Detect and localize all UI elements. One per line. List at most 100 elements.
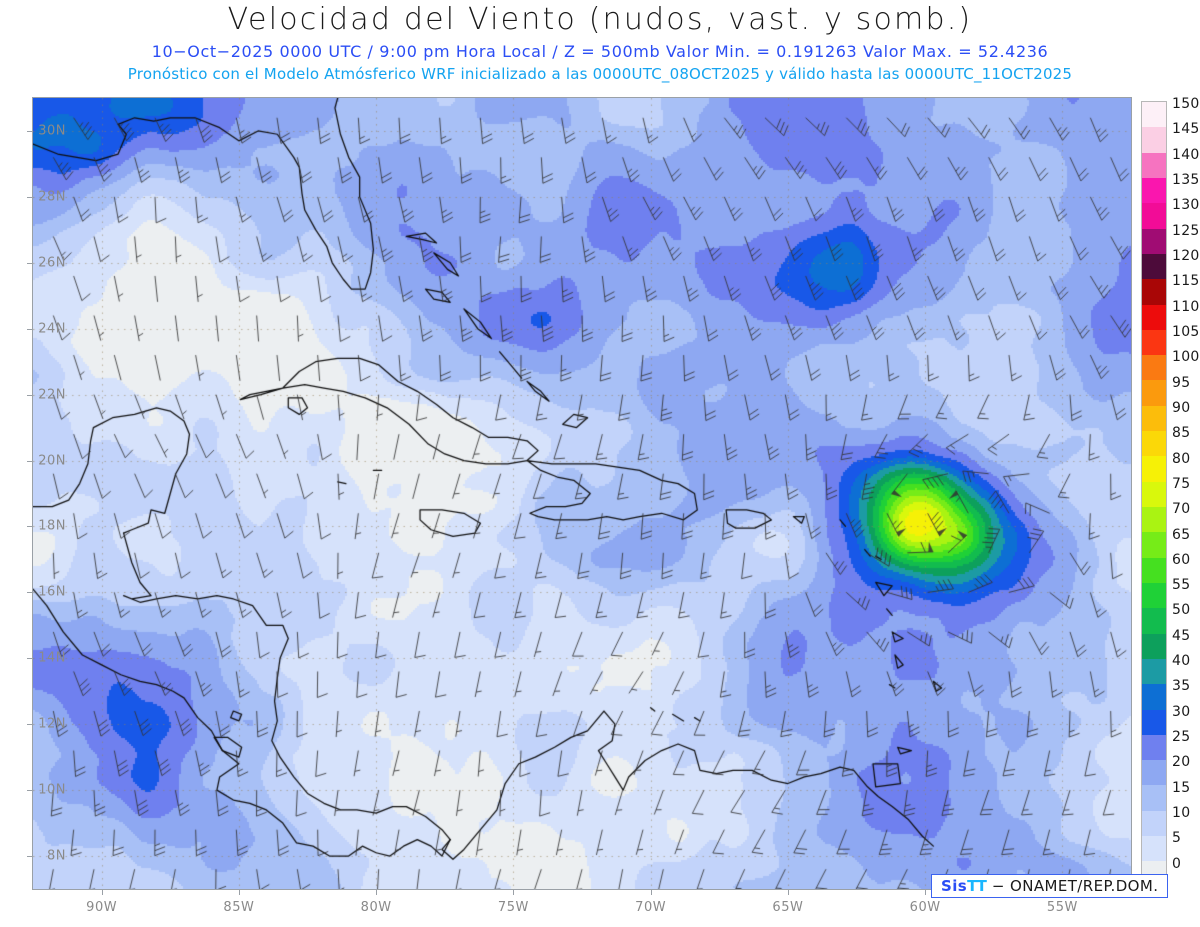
colorbar-segment bbox=[1142, 734, 1166, 761]
colorbar-tick-label: 25 bbox=[1172, 729, 1191, 746]
colorbar-tick-label: 20 bbox=[1172, 754, 1191, 771]
colorbar-tick-label: 75 bbox=[1172, 475, 1191, 492]
colorbar-segment bbox=[1142, 329, 1166, 356]
colorbar-tick-label: 125 bbox=[1172, 222, 1200, 239]
badge-tt-logo: TT bbox=[967, 877, 987, 895]
colorbar-segment bbox=[1142, 481, 1166, 507]
colorbar-tick-label: 110 bbox=[1172, 298, 1200, 315]
latitude-tick-mark bbox=[27, 328, 32, 330]
latitude-tick-mark bbox=[27, 856, 32, 858]
colorbar-segment bbox=[1142, 760, 1166, 786]
colorbar-tick-label: 45 bbox=[1172, 627, 1191, 644]
chart-header: Velocidad del Viento (nudos, vast. y som… bbox=[0, 0, 1200, 92]
chart-subtitle-1: 10−Oct−2025 0000 UTC / 9:00 pm Hora Loca… bbox=[151, 42, 1049, 61]
longitude-tick-mark bbox=[238, 890, 240, 895]
weather-map-plot[interactable] bbox=[32, 97, 1132, 890]
latitude-tick-label: 18N bbox=[38, 518, 66, 534]
colorbar-tick-label: 85 bbox=[1172, 425, 1191, 442]
colorbar-segment bbox=[1142, 355, 1166, 381]
chart-subtitle-2: Pronóstico con el Modelo Atmósferico WRF… bbox=[127, 65, 1073, 83]
colorbar-tick-label: 115 bbox=[1172, 273, 1200, 290]
longitude-tick-mark bbox=[650, 890, 652, 895]
longitude-tick-label: 75W bbox=[497, 900, 529, 915]
latitude-tick-label: 26N bbox=[38, 255, 66, 271]
colorbar-segment bbox=[1142, 177, 1166, 204]
colorbar-tick-label: 40 bbox=[1172, 653, 1191, 670]
longitude-tick-mark bbox=[925, 890, 927, 895]
colorbar-segment bbox=[1142, 633, 1166, 659]
colorbar-segment bbox=[1142, 253, 1166, 280]
colorbar-segment bbox=[1142, 658, 1166, 685]
colorbar-segment bbox=[1142, 532, 1166, 558]
longitude-tick-mark bbox=[376, 890, 378, 895]
colorbar-segment bbox=[1142, 684, 1166, 710]
colorbar-tick-label: 140 bbox=[1172, 146, 1200, 163]
latitude-tick-label: 22N bbox=[38, 387, 66, 403]
colorbar-segment bbox=[1142, 127, 1166, 153]
colorbar-segment bbox=[1142, 431, 1166, 457]
longitude-tick-label: 90W bbox=[86, 900, 118, 915]
latitude-tick-label: 12N bbox=[38, 716, 66, 732]
colorbar-segment bbox=[1142, 304, 1166, 330]
longitude-tick-label: 60W bbox=[909, 900, 941, 915]
latitude-tick-mark bbox=[27, 526, 32, 528]
colorbar-tick-label: 65 bbox=[1172, 526, 1191, 543]
latitude-tick-label: 10N bbox=[38, 782, 66, 798]
colorbar-segment bbox=[1142, 228, 1166, 254]
colorbar-tick-label: 90 bbox=[1172, 399, 1191, 416]
colorbar-tick-label: 105 bbox=[1172, 323, 1200, 340]
latitude-tick-mark bbox=[27, 196, 32, 198]
wind-speed-field-canvas bbox=[33, 98, 1131, 889]
latitude-tick-mark bbox=[27, 592, 32, 594]
longitude-tick-mark bbox=[101, 890, 103, 895]
badge-sis-text: Sis bbox=[941, 877, 968, 895]
latitude-tick-mark bbox=[27, 460, 32, 462]
colorbar-tick-label: 150 bbox=[1172, 96, 1200, 113]
colorbar-segment bbox=[1142, 380, 1166, 406]
longitude-tick-label: 80W bbox=[360, 900, 392, 915]
attribution-badge: Sis TT − ONAMET/REP.DOM. bbox=[931, 874, 1169, 898]
colorbar-segment bbox=[1142, 405, 1166, 432]
colorbar-tick-label: 100 bbox=[1172, 349, 1200, 366]
colorbar-tick-label: 30 bbox=[1172, 703, 1191, 720]
longitude-tick-label: 85W bbox=[223, 900, 255, 915]
latitude-tick-label: 28N bbox=[38, 189, 66, 205]
colorbar-tick-label: 145 bbox=[1172, 121, 1200, 138]
colorbar-segment bbox=[1142, 785, 1166, 811]
colorbar-tick-label: 120 bbox=[1172, 247, 1200, 264]
colorbar-tick-label: 10 bbox=[1172, 805, 1191, 822]
latitude-tick-mark bbox=[27, 658, 32, 660]
colorbar-tick-label: 135 bbox=[1172, 172, 1200, 188]
colorbar-tick-label: 0 bbox=[1172, 855, 1182, 872]
colorbar-tick-label: 5 bbox=[1172, 830, 1182, 847]
latitude-tick-mark bbox=[27, 262, 32, 264]
latitude-tick-label: 24N bbox=[38, 321, 66, 337]
colorbar-tick-label: 60 bbox=[1172, 551, 1191, 568]
colorbar-segment bbox=[1142, 836, 1166, 862]
colorbar-segment bbox=[1142, 709, 1166, 735]
latitude-tick-label: 14N bbox=[38, 650, 66, 666]
badge-organization: − ONAMET/REP.DOM. bbox=[991, 877, 1159, 895]
colorbar-tick-label: 15 bbox=[1172, 779, 1191, 796]
colorbar-segment bbox=[1142, 507, 1166, 533]
colorbar-tick-label: 80 bbox=[1172, 450, 1191, 467]
colorbar-segment bbox=[1142, 203, 1166, 229]
colorbar-tick-label: 130 bbox=[1172, 197, 1200, 214]
colorbar-segment bbox=[1142, 152, 1166, 178]
longitude-tick-label: 70W bbox=[635, 900, 667, 915]
longitude-tick-mark bbox=[787, 890, 789, 895]
colorbar[interactable] bbox=[1141, 101, 1167, 888]
colorbar-tick-label: 50 bbox=[1172, 602, 1191, 619]
colorbar-segment bbox=[1142, 582, 1166, 609]
colorbar-segment bbox=[1142, 810, 1166, 837]
latitude-tick-mark bbox=[27, 394, 32, 396]
latitude-tick-label: 30N bbox=[38, 123, 66, 139]
latitude-tick-label: 20N bbox=[38, 453, 66, 469]
colorbar-tick-label: 95 bbox=[1172, 374, 1191, 391]
colorbar-tick-label: 55 bbox=[1172, 577, 1191, 594]
colorbar-segment bbox=[1142, 557, 1166, 583]
page-title: Velocidad del Viento (nudos, vast. y som… bbox=[227, 2, 973, 37]
latitude-tick-mark bbox=[27, 790, 32, 792]
latitude-tick-mark bbox=[27, 724, 32, 726]
colorbar-tick-label: 70 bbox=[1172, 501, 1191, 518]
